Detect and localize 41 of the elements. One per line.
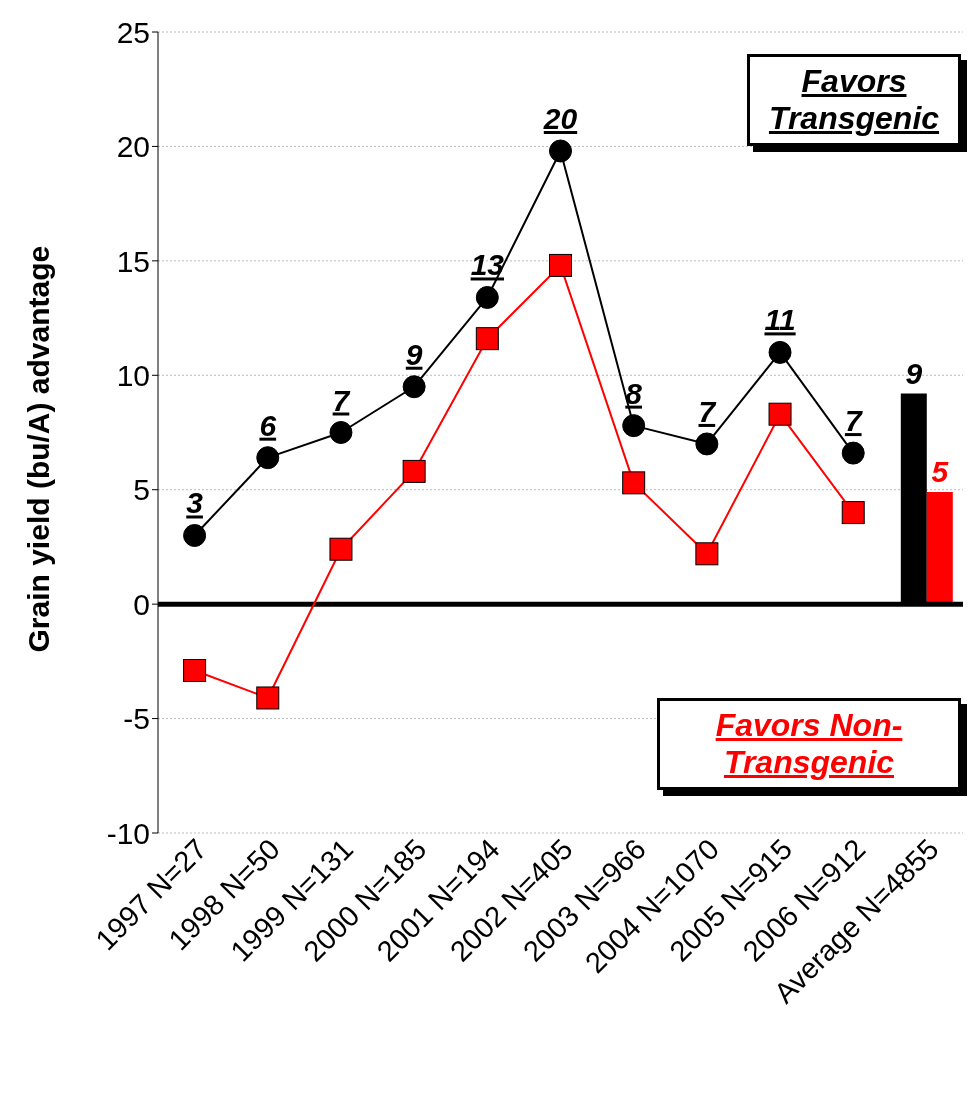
point (768, 340, 792, 364)
point (549, 253, 572, 277)
point (183, 523, 207, 547)
y-tick-label: 5 (133, 473, 150, 507)
point (329, 421, 353, 444)
data-label: 8 (625, 376, 643, 410)
point (475, 327, 499, 351)
data-label: 6 (259, 408, 277, 442)
y-tick-label: -10 (106, 816, 150, 850)
y-tick-label: 25 (116, 15, 150, 49)
point (768, 402, 792, 426)
point (256, 686, 280, 710)
point (256, 446, 280, 470)
point (329, 537, 353, 561)
y-tick-label: 0 (133, 587, 150, 621)
point (549, 139, 572, 163)
data-label: 7 (698, 394, 717, 428)
point (695, 432, 719, 456)
point (402, 375, 426, 399)
y-tick-label: 10 (116, 358, 150, 392)
data-label: 20 (542, 102, 578, 136)
point (695, 542, 719, 566)
data-label: 5 (931, 455, 950, 488)
data-label: 3 (186, 486, 204, 520)
point (183, 659, 207, 683)
point (841, 441, 865, 465)
data-label: 7 (844, 404, 863, 438)
data-label: 7 (332, 383, 351, 417)
y-tick-label: 20 (116, 130, 150, 164)
data-label: 9 (405, 337, 423, 371)
y-axis-title: Grain yield (bu/A) advantage (21, 245, 55, 653)
y-tick-label: 15 (116, 244, 150, 278)
data-label: 13 (470, 248, 505, 282)
point (475, 285, 499, 309)
point (622, 414, 646, 438)
point (622, 471, 646, 495)
data-label: 11 (764, 303, 796, 337)
y-tick-label: -5 (123, 702, 150, 736)
point (402, 459, 426, 483)
data-label: 9 (905, 356, 923, 390)
point (841, 501, 865, 525)
